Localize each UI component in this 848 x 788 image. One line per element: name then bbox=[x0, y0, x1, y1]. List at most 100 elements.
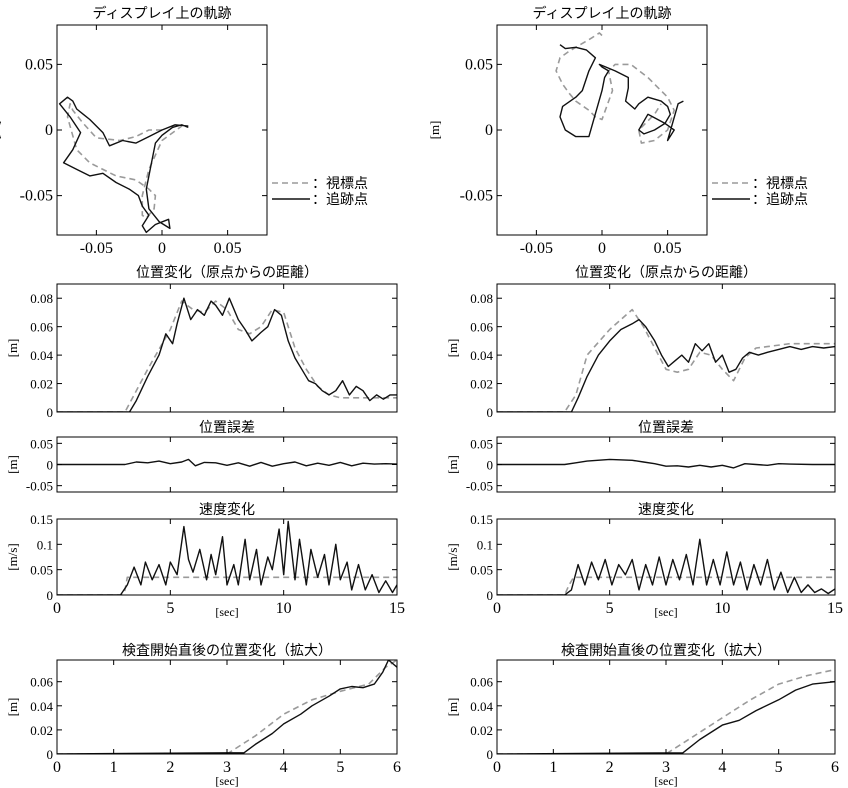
plot-frame bbox=[496, 659, 836, 755]
x-tick-label: 4 bbox=[280, 759, 288, 776]
plot-frame bbox=[56, 659, 398, 755]
series-target-line bbox=[57, 660, 397, 754]
y-tick-label: 0.02 bbox=[470, 723, 493, 738]
x-tick-label: 15 bbox=[389, 600, 405, 617]
series-target-line bbox=[555, 32, 676, 144]
plot-frame bbox=[56, 518, 398, 596]
series-tracking-line bbox=[58, 96, 189, 234]
x-tick-label: 5 bbox=[336, 759, 344, 776]
chart-right-error: 位置誤差 -0.05 0 0.05 [m] bbox=[445, 420, 836, 494]
x-axis-label: [sec] bbox=[654, 774, 677, 788]
y-tick-label: 0.05 bbox=[470, 563, 493, 578]
chart-right-zoom: 検査開始直後の位置変化（拡大） 0 0.02 0.04 0.06 0 1 2 3 4 5 6 [m] [s… bbox=[445, 642, 839, 788]
x-tick-label: 0 bbox=[493, 759, 501, 776]
y-tick-label: 0.15 bbox=[30, 512, 53, 527]
x-tick-label: 0.05 bbox=[654, 240, 682, 257]
y-tick-label: 0 bbox=[47, 588, 54, 603]
x-tick-label: 10 bbox=[276, 600, 292, 617]
y-tick-label: -0.05 bbox=[26, 479, 53, 494]
chart-title: 位置変化（原点からの距離） bbox=[575, 264, 757, 281]
series-target-line bbox=[497, 668, 835, 754]
x-tick-label: 0.05 bbox=[214, 240, 242, 257]
y-axis-label: [m] bbox=[5, 455, 20, 474]
chart-title: 位置変化（原点からの距離） bbox=[136, 264, 318, 281]
series-target-line bbox=[66, 103, 183, 219]
series-tracking-line bbox=[497, 458, 835, 469]
x-tick-label: 15 bbox=[827, 600, 843, 617]
chart-right-position: 位置変化（原点からの距離） 0 0.02 0.04 0.06 0.08 [m] bbox=[445, 264, 836, 420]
x-tick-label: 2 bbox=[166, 759, 174, 776]
chart-title: 速度変化 bbox=[199, 501, 255, 518]
y-tick-label: 0.05 bbox=[30, 563, 53, 578]
y-tick-label: 0.06 bbox=[470, 675, 493, 690]
x-tick-label: 6 bbox=[393, 759, 401, 776]
y-tick-label: 0.08 bbox=[30, 291, 53, 306]
x-tick-label: 4 bbox=[718, 759, 726, 776]
y-tick-label: 0.05 bbox=[25, 56, 53, 73]
series-tracking-line bbox=[559, 44, 684, 142]
chart-title: 位置誤差 bbox=[199, 420, 255, 436]
series-tracking-line bbox=[57, 520, 397, 595]
y-tick-label: 0.1 bbox=[477, 537, 493, 552]
series-target-line bbox=[57, 576, 397, 595]
legend-tracking-label: ：追跡点 bbox=[752, 192, 808, 208]
x-tick-label: -0.05 bbox=[80, 240, 113, 257]
chart-title: 位置誤差 bbox=[638, 420, 694, 436]
y-axis-label: [m] bbox=[5, 339, 20, 358]
y-axis-label: [m/s] bbox=[445, 543, 460, 570]
y-tick-label: 0 bbox=[485, 122, 493, 139]
y-axis-label: [m] bbox=[5, 698, 20, 717]
y-tick-label: 0 bbox=[45, 122, 53, 139]
y-tick-label: 0.02 bbox=[30, 377, 53, 392]
x-tick-label: 0 bbox=[493, 600, 501, 617]
plot-frame bbox=[496, 518, 836, 596]
x-tick-label: 5 bbox=[775, 759, 783, 776]
y-tick-label: 0.05 bbox=[465, 56, 493, 73]
y-tick-label: 0.08 bbox=[470, 291, 493, 306]
x-tick-label: 2 bbox=[606, 759, 614, 776]
x-tick-label: 10 bbox=[714, 600, 730, 617]
x-tick-label: 6 bbox=[831, 759, 839, 776]
y-tick-label: 0.06 bbox=[30, 675, 53, 690]
y-tick-label: 0.15 bbox=[470, 512, 493, 527]
y-tick-label: 0.05 bbox=[470, 436, 493, 451]
legend-left: ：視標点 ：追跡点 bbox=[272, 176, 368, 208]
y-tick-label: 0 bbox=[487, 458, 494, 473]
legend-tracking-label: ：追跡点 bbox=[312, 192, 368, 208]
x-tick-label: 0 bbox=[53, 600, 61, 617]
x-tick-label: 5 bbox=[166, 600, 174, 617]
x-tick-label: 3 bbox=[223, 759, 231, 776]
chart-right-trajectory: ディスプレイ上の軌跡 -0.05 0 0.05 -0.05 0 0.05 [m] bbox=[427, 5, 708, 257]
y-tick-label: 0.04 bbox=[30, 348, 53, 363]
chart-title: 検査開始直後の位置変化（拡大） bbox=[561, 642, 771, 659]
y-tick-label: -0.05 bbox=[20, 188, 53, 205]
y-tick-label: 0.06 bbox=[470, 320, 493, 335]
plot-frame bbox=[496, 283, 836, 413]
y-tick-label: 0.02 bbox=[470, 377, 493, 392]
y-tick-label: 0 bbox=[47, 747, 54, 762]
x-axis-label: [sec] bbox=[654, 605, 677, 619]
series-target-line bbox=[497, 308, 835, 412]
y-tick-label: 0.05 bbox=[30, 436, 53, 451]
series-tracking-line bbox=[57, 297, 397, 412]
plot-frame bbox=[56, 283, 398, 413]
chart-left-zoom: 検査開始直後の位置変化（拡大） 0 0.02 0.04 0.06 0 1 2 3 4 5 6 [m] [s… bbox=[5, 642, 401, 788]
chart-left-trajectory: ディスプレイ上の軌跡 -0.05 0 0.05 -0.05 0 0.05 [m] bbox=[0, 5, 268, 257]
x-tick-label: 1 bbox=[549, 759, 557, 776]
chart-left-error: 位置誤差 -0.05 0 0.05 [m] bbox=[5, 420, 398, 494]
legend-right: ：視標点 ：追跡点 bbox=[712, 176, 808, 208]
series-target-line bbox=[57, 300, 397, 412]
series-tracking-line bbox=[497, 681, 835, 754]
y-tick-label: 0 bbox=[47, 458, 54, 473]
chart-title: ディスプレイ上の軌跡 bbox=[92, 5, 231, 22]
x-tick-label: -0.05 bbox=[520, 240, 553, 257]
x-tick-label: 3 bbox=[662, 759, 670, 776]
chart-left-velocity: 速度変化 0 0.05 0.1 0.15 0 5 10 15 [m/s] [sec] bbox=[5, 501, 405, 619]
y-tick-label: 0 bbox=[487, 747, 494, 762]
series-tracking-line bbox=[497, 538, 835, 595]
y-tick-label: 0.04 bbox=[470, 699, 493, 714]
chart-title: ディスプレイ上の軌跡 bbox=[532, 5, 671, 22]
series-tracking-line bbox=[57, 458, 397, 467]
y-axis-label: [m] bbox=[445, 698, 460, 717]
series-tracking-line bbox=[57, 660, 397, 754]
